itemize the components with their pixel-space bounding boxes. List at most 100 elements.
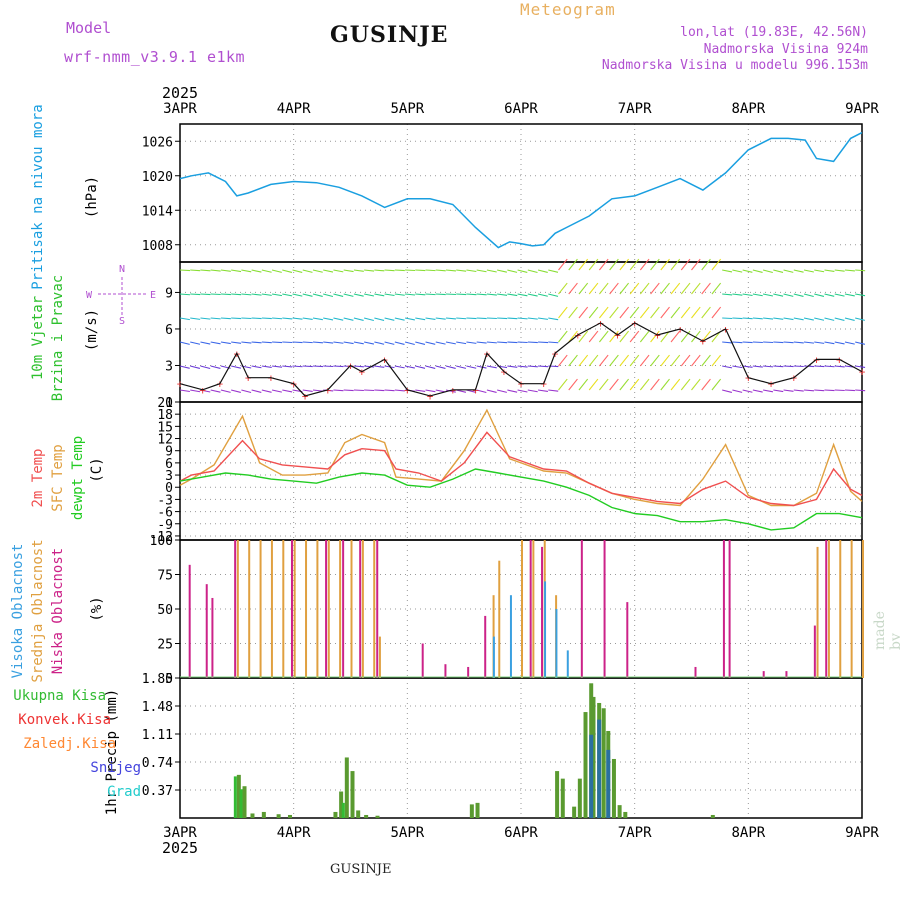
wind-arrow	[251, 269, 262, 273]
wind-arrow	[558, 330, 568, 343]
total-precip-bar	[710, 814, 715, 818]
wind-arrow	[773, 317, 784, 320]
y-tick-label: -9	[157, 518, 173, 533]
conv-precip-bar	[233, 776, 237, 818]
wind-arrow	[855, 365, 866, 369]
wind-arrow	[190, 389, 201, 393]
wind-arrow	[507, 293, 518, 297]
wind-arrow	[814, 365, 825, 368]
wind-arrow	[200, 389, 211, 393]
mid-cloud-bar	[259, 540, 262, 678]
wind-arrow	[323, 365, 334, 368]
wind-arrow	[722, 341, 733, 344]
wind-arrow	[302, 341, 313, 344]
dewpt-temp-line	[179, 468, 863, 531]
low-cloud-title: Niska Oblacnost	[50, 548, 66, 674]
wind-arrow	[374, 389, 385, 392]
wind-arrow	[680, 378, 691, 391]
total-precip-bar	[287, 814, 292, 818]
wind-arrow	[425, 389, 436, 393]
y-tick-label: 15	[157, 420, 173, 435]
wind-arrow	[251, 389, 262, 393]
wind-arrow	[517, 341, 528, 344]
wind-arrow	[456, 365, 467, 369]
wind-arrow	[323, 317, 334, 321]
wind-arrow	[190, 341, 201, 345]
wind-arrow	[824, 269, 835, 273]
wind-arrow	[343, 317, 354, 321]
wind-arrow	[466, 389, 477, 393]
wind-arrow	[353, 389, 364, 392]
wind-arrow	[701, 306, 711, 319]
wind-arrow	[364, 269, 375, 272]
x-tick-label-top: 5APR	[390, 101, 424, 117]
wind-arrow	[404, 317, 415, 321]
precip-legend-item: Konvek.Kisa	[18, 712, 111, 728]
wind-arrow	[752, 317, 763, 320]
y-tick-label: 50	[157, 603, 173, 618]
wind-arrow	[292, 269, 303, 274]
wind-arrow	[527, 365, 538, 368]
wind-arrow	[834, 293, 845, 297]
wind-arrow	[445, 269, 456, 272]
wind-arrow	[220, 317, 231, 320]
wind-arrow	[691, 354, 701, 367]
wind-arrow	[292, 317, 303, 320]
total-precip-bar	[623, 811, 628, 818]
wind-arrow	[210, 293, 221, 296]
mid-cloud-bar	[862, 540, 864, 678]
low-cloud-bar	[188, 564, 191, 678]
wind-arrow	[394, 317, 405, 321]
wind-arrow	[179, 293, 191, 296]
wind-arrow	[762, 269, 773, 274]
wind-arrow	[701, 330, 711, 343]
wind-arrow	[323, 269, 334, 273]
wind-arrow	[220, 341, 231, 345]
dewpt-temp-title: dewpt Temp	[70, 436, 86, 520]
wind-arrow	[384, 341, 395, 345]
wind-arrow	[763, 341, 774, 344]
wind-arrow	[660, 282, 670, 295]
x-tick-label-top: 3APR	[163, 101, 197, 117]
wind-arrow	[732, 293, 743, 296]
wind-arrow	[650, 330, 660, 343]
wind-arrow	[773, 365, 784, 368]
wind-arrow	[732, 365, 743, 369]
wind-arrow	[486, 317, 497, 320]
wind-arrow	[814, 389, 825, 392]
wind-arrow	[578, 330, 589, 343]
wind-arrow	[711, 258, 722, 271]
wind-arrow	[179, 389, 190, 393]
wind-arrow	[680, 258, 691, 271]
wind-arrow	[650, 306, 660, 319]
wind-arrow	[261, 269, 272, 273]
total-precip-bar	[555, 771, 560, 818]
high-cloud-bar	[509, 595, 512, 678]
low-cloud-bar	[694, 666, 697, 678]
wind-arrow	[629, 354, 640, 367]
wind-arrow	[476, 317, 487, 320]
wind-arrow	[548, 389, 559, 392]
wind-arrow	[824, 293, 835, 297]
wind-arrow	[415, 389, 426, 392]
total-precip-bar	[475, 802, 480, 818]
mid-cloud-bar	[839, 540, 842, 678]
wind-arrow	[598, 306, 609, 319]
total-precip-bar	[350, 771, 355, 818]
wind-arrow	[476, 365, 487, 369]
wind-arrow	[680, 306, 691, 319]
wind-arrow	[271, 389, 282, 393]
wind-arrow	[333, 389, 344, 392]
total-precip-bar	[601, 708, 606, 818]
low-cloud-bar	[785, 671, 788, 678]
wind-arrow	[425, 317, 436, 320]
wind-arrow	[435, 365, 446, 370]
wind-arrow	[711, 354, 722, 367]
wind-arrow	[486, 293, 497, 296]
low-cloud-bar	[444, 664, 447, 678]
total-precip-bar	[617, 805, 622, 818]
mid-cloud-bar	[378, 636, 381, 678]
wind-arrow	[241, 341, 252, 344]
wind-arrow	[834, 269, 845, 272]
wind-arrow	[844, 293, 855, 297]
